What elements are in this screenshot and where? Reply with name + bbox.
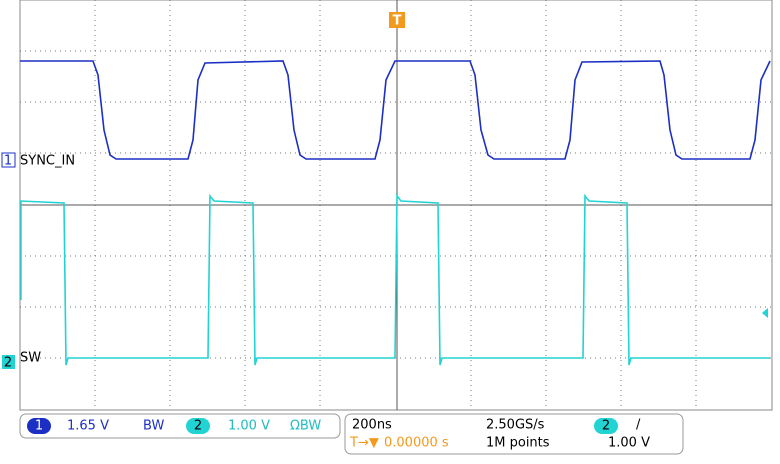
ch2-badge	[186, 418, 210, 434]
sample-rate: 2.50GS/s	[486, 418, 545, 433]
trig-badge	[594, 418, 618, 434]
ch1-badge	[27, 418, 51, 434]
ch2-marker-bg	[2, 355, 15, 369]
ch1-scale: 1.65 V	[67, 419, 109, 434]
record-length: 1M points	[486, 436, 550, 451]
trig-pos-prefix: T→▼	[349, 436, 379, 451]
trig-position: 0.00000 s	[384, 436, 449, 451]
trig-level: 1.00 V	[608, 436, 650, 451]
ch1-marker: 1	[4, 154, 12, 169]
trace-label: SW	[20, 351, 41, 366]
ch2-badge-text: 2	[194, 419, 202, 434]
trigger-marker-bg	[389, 12, 405, 28]
trigger-level	[762, 308, 768, 318]
trig-slope: /	[636, 418, 641, 433]
trigger-marker: T	[393, 14, 402, 29]
trace-ch1	[20, 60, 771, 160]
ch1-badge-text: 1	[35, 419, 43, 434]
timebase: 200ns	[352, 418, 392, 433]
channel-box	[19, 413, 341, 439]
ch2-scale: 1.00 V	[228, 419, 270, 434]
ch2-marker: 2	[4, 356, 12, 371]
ch2-bw: ΩBW	[290, 419, 321, 434]
ch1-marker-bg	[1, 152, 16, 168]
trace-label: SYNC_IN	[20, 154, 75, 169]
trace-ch2	[19, 193, 770, 366]
trig-badge-text: 2	[602, 419, 610, 434]
ch1-bw: BW	[143, 419, 164, 434]
